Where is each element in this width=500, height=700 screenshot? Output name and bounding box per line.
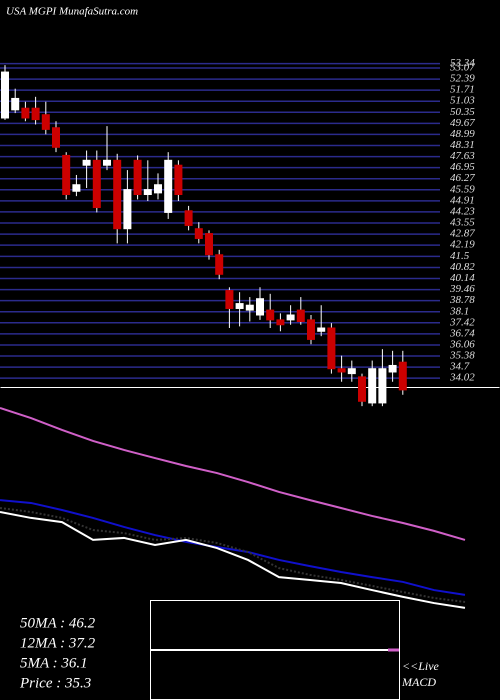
candle-body: [133, 159, 142, 196]
y-tick-label: 44.91: [450, 194, 475, 206]
candle-body: [286, 314, 295, 321]
panel-border: [0, 387, 500, 388]
ma-label: 12MA : 37.2: [20, 635, 96, 651]
y-tick-label: 38.78: [449, 294, 475, 306]
ma-line: [0, 499, 466, 596]
candle-body: [92, 159, 101, 209]
y-tick-label: 36.74: [449, 327, 475, 339]
title: USA MGPI MunafaSutra.com: [6, 6, 138, 18]
y-tick-label: 53.07: [450, 62, 475, 74]
candle-body: [327, 327, 336, 370]
ma-label: 50MA : 46.2: [20, 615, 96, 631]
y-tick-label: 48.99: [450, 128, 475, 140]
macd-label: MACD: [401, 675, 436, 689]
candle-body: [347, 368, 356, 375]
ma-label: Price : 35.3: [19, 675, 91, 691]
y-tick-label: 51.03: [450, 95, 475, 107]
y-tick-label: 36.06: [449, 338, 475, 350]
candle-body: [307, 319, 315, 340]
y-tick-label: 45.59: [450, 183, 475, 195]
macd-live: <<Live: [402, 659, 440, 673]
y-tick-label: 47.63: [450, 150, 475, 162]
y-tick-label: 52.39: [450, 73, 475, 85]
candle-body: [154, 184, 162, 194]
candle-body: [1, 71, 9, 119]
candle-body: [72, 184, 81, 192]
y-tick-label: 51.71: [450, 84, 475, 96]
candle-body: [368, 368, 377, 404]
candle-body: [82, 159, 91, 166]
candle-body: [123, 189, 132, 230]
ma-label: 5MA : 36.1: [20, 655, 88, 671]
y-tick-label: 49.67: [450, 117, 475, 129]
y-tick-label: 40.82: [450, 261, 475, 273]
candle-body: [215, 254, 224, 275]
candle-body: [205, 233, 213, 256]
ma-line: [0, 510, 466, 609]
y-tick-label: 43.55: [450, 217, 475, 229]
y-tick-label: 50.35: [450, 106, 475, 118]
candle-body: [31, 107, 40, 121]
candle-body: [235, 303, 244, 309]
y-tick-label: 42.87: [450, 228, 475, 240]
y-tick-label: 46.95: [450, 161, 475, 173]
y-tick-label: 34.7: [449, 361, 470, 373]
y-tick-label: 46.27: [450, 172, 475, 184]
y-tick-label: 44.23: [450, 205, 475, 217]
candle-body: [62, 154, 71, 196]
candle-body: [164, 159, 173, 213]
candle-body: [337, 368, 346, 373]
candle-body: [378, 368, 387, 404]
candle-body: [296, 309, 305, 323]
candle-body: [103, 159, 111, 166]
candle-body: [194, 228, 203, 239]
y-tick-label: 39.46: [449, 283, 475, 295]
y-tick-label: 37.42: [449, 316, 475, 328]
y-tick-label: 40.14: [450, 272, 475, 284]
y-tick-label: 48.31: [450, 139, 475, 151]
candle-body: [398, 361, 407, 391]
y-tick-label: 34.02: [449, 372, 475, 384]
y-tick-label: 41.5: [450, 250, 470, 262]
candle-body: [184, 210, 193, 226]
candle-body: [41, 114, 50, 130]
ma-line: [0, 507, 466, 603]
candle-body: [358, 376, 366, 402]
y-tick-label: 38.1: [449, 305, 469, 317]
candle-body: [245, 304, 254, 311]
candle-body: [52, 127, 60, 148]
candle-body: [174, 164, 183, 196]
y-tick-label: 35.38: [449, 350, 475, 362]
y-tick-label: 53.34: [450, 57, 475, 69]
candle-body: [225, 290, 234, 309]
candle-body: [143, 189, 152, 196]
candle-body: [266, 309, 275, 321]
candle-body: [256, 298, 264, 316]
candle-body: [276, 319, 285, 326]
ma-line: [0, 406, 466, 541]
y-tick-label: 42.19: [450, 239, 475, 251]
candle-body: [113, 159, 122, 230]
candle-body: [388, 364, 397, 373]
candle-body: [11, 97, 20, 111]
candle-body: [21, 107, 30, 119]
candle-body: [317, 327, 326, 332]
